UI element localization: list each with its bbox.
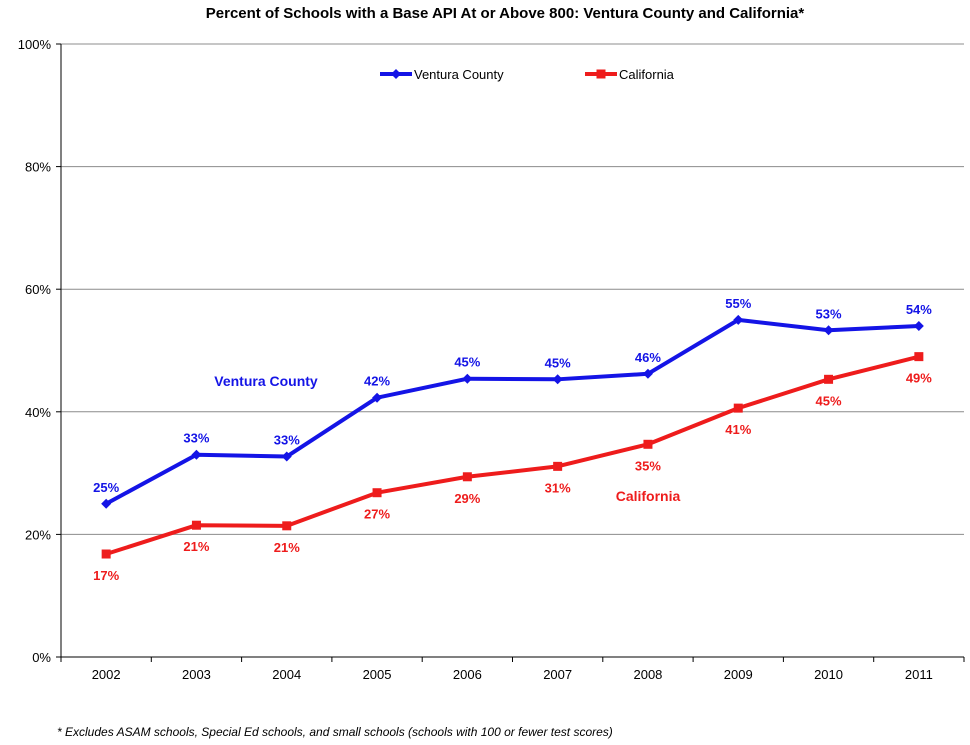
data-point bbox=[372, 488, 382, 498]
series-annotation: Ventura County bbox=[214, 373, 318, 389]
data-label: 55% bbox=[725, 296, 751, 311]
data-label: 21% bbox=[274, 540, 300, 555]
chart-title: Percent of Schools with a Base API At or… bbox=[206, 5, 805, 22]
x-tick-label: 2010 bbox=[814, 667, 843, 682]
data-point bbox=[101, 549, 111, 559]
data-label: 29% bbox=[454, 491, 480, 506]
footnote: * Excludes ASAM schools, Special Ed scho… bbox=[57, 725, 613, 739]
data-label: 46% bbox=[635, 350, 661, 365]
series-line bbox=[105, 354, 920, 556]
data-point bbox=[462, 373, 473, 384]
y-tick-label: 60% bbox=[25, 282, 51, 297]
data-point bbox=[643, 439, 653, 449]
x-tick-label: 2002 bbox=[92, 667, 121, 682]
data-point bbox=[462, 472, 472, 482]
data-label: 27% bbox=[364, 507, 390, 522]
y-tick-label: 0% bbox=[32, 650, 51, 665]
x-tick-label: 2005 bbox=[363, 667, 392, 682]
data-point bbox=[913, 320, 924, 331]
data-point bbox=[733, 314, 744, 325]
data-label: 35% bbox=[635, 458, 661, 473]
y-tick-label: 40% bbox=[25, 405, 51, 420]
data-point bbox=[823, 325, 834, 336]
data-labels: 25% 33% 33% 42% 45% 45% 46% 55% 53% 54% Ventura Co… bbox=[93, 296, 932, 583]
axes: 0% 20% 40% 60% 80% 100% 2002 2003 2004 2005 2006 20… bbox=[18, 37, 965, 682]
data-label: 33% bbox=[183, 431, 209, 446]
x-tick-label: 2006 bbox=[453, 667, 482, 682]
series-lines bbox=[101, 314, 924, 559]
data-label: 49% bbox=[906, 371, 932, 386]
data-point bbox=[553, 461, 563, 471]
y-tick-label: 80% bbox=[25, 160, 51, 175]
data-point bbox=[191, 449, 202, 460]
data-point bbox=[642, 368, 653, 379]
series-annotation: California bbox=[616, 488, 681, 504]
x-tick-label: 2009 bbox=[724, 667, 753, 682]
data-label: 42% bbox=[364, 374, 390, 389]
data-point bbox=[282, 521, 292, 531]
x-tick-label: 2008 bbox=[633, 667, 662, 682]
x-tick-label: 2011 bbox=[905, 667, 933, 682]
data-label: 41% bbox=[725, 422, 751, 437]
data-label: 45% bbox=[816, 393, 842, 408]
data-point bbox=[824, 374, 834, 384]
series-line bbox=[105, 317, 919, 506]
legend-label: Ventura County bbox=[414, 67, 504, 82]
x-tick-label: 2004 bbox=[272, 667, 301, 682]
legend-marker bbox=[596, 69, 606, 79]
data-label: 45% bbox=[545, 355, 571, 370]
data-label: 54% bbox=[906, 302, 932, 317]
data-point bbox=[281, 451, 292, 462]
data-label: 33% bbox=[274, 433, 300, 448]
gridlines bbox=[61, 43, 964, 535]
data-point bbox=[101, 498, 112, 509]
data-label: 45% bbox=[454, 355, 480, 370]
data-point bbox=[552, 374, 563, 385]
data-label: 31% bbox=[545, 480, 571, 495]
data-point bbox=[372, 392, 383, 403]
y-tick-label: 20% bbox=[25, 527, 51, 542]
legend: Ventura County California bbox=[380, 67, 675, 82]
data-label: 25% bbox=[93, 480, 119, 495]
y-tick-label: 100% bbox=[18, 37, 52, 52]
data-label: 53% bbox=[816, 306, 842, 321]
data-point bbox=[733, 403, 743, 413]
data-point bbox=[914, 352, 924, 362]
legend-label: California bbox=[619, 67, 675, 82]
x-tick-label: 2003 bbox=[182, 667, 211, 682]
legend-marker bbox=[391, 69, 401, 79]
x-tick-label: 2007 bbox=[543, 667, 572, 682]
data-label: 17% bbox=[93, 568, 119, 583]
data-point bbox=[191, 520, 201, 530]
data-label: 21% bbox=[183, 539, 209, 554]
